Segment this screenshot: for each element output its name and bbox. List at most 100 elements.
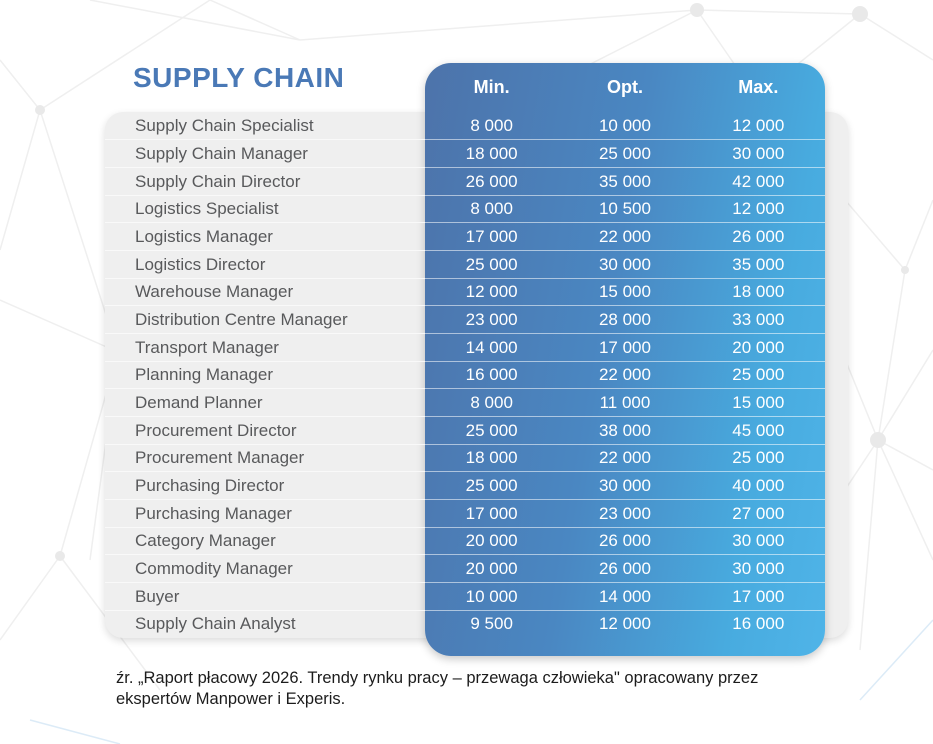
opt-value-cell: 25 000 (558, 139, 692, 168)
job-title-cell: Distribution Centre Manager (105, 305, 425, 334)
max-value-cell: 30 000 (691, 526, 825, 556)
min-value-cell: 9 500 (425, 609, 559, 639)
opt-value-cell: 10 500 (558, 194, 692, 224)
job-title-cell: Commodity Manager (105, 554, 425, 583)
opt-value-cell: 26 000 (558, 526, 692, 556)
job-title-cell: Transport Manager (105, 332, 425, 362)
max-value-cell: 20 000 (691, 332, 825, 362)
column-header-min: Min. (473, 77, 510, 97)
max-value-cell: 26 000 (691, 222, 825, 251)
max-value-cell: 25 000 (691, 360, 825, 390)
min-value-cell: 12 000 (425, 277, 559, 307)
table-row: Supply Chain Manager 18 000 25 000 30 00… (105, 139, 825, 168)
max-value-cell: 18 000 (691, 277, 825, 307)
job-title-cell: Logistics Specialist (105, 194, 425, 224)
min-value-cell: 25 000 (425, 249, 559, 279)
opt-value-cell: 14 000 (558, 581, 692, 611)
opt-value-cell: 30 000 (558, 471, 692, 500)
column-header-max: Max. (738, 77, 779, 97)
min-value-cell: 17 000 (425, 222, 559, 251)
job-title-cell: Warehouse Manager (105, 277, 425, 307)
max-value-cell: 35 000 (691, 249, 825, 279)
source-footnote-line2: ekspertów Manpower i Experis. (116, 689, 346, 708)
opt-value-cell: 26 000 (558, 554, 692, 583)
opt-value-cell: 22 000 (558, 443, 692, 473)
max-value-cell: 25 000 (691, 443, 825, 473)
source-footnote-line1: źr. „Raport płacowy 2026. Trendy rynku p… (116, 669, 759, 687)
min-value-cell: 20 000 (425, 526, 559, 556)
job-title-cell: Demand Planner (105, 388, 425, 417)
job-title-cell: Supply Chain Analyst (105, 609, 425, 639)
opt-value-cell: 15 000 (558, 277, 692, 307)
job-title-cell: Procurement Director (105, 415, 425, 445)
max-value-cell: 33 000 (691, 305, 825, 334)
column-header-opt: Opt. (606, 77, 643, 97)
min-value-cell: 14 000 (425, 332, 559, 362)
min-value-cell: 25 000 (425, 415, 559, 445)
opt-value-cell: 11 000 (558, 388, 692, 417)
max-value-cell: 17 000 (691, 581, 825, 611)
table-row: Buyer 10 000 14 000 17 000 (105, 581, 825, 611)
opt-value-cell: 23 000 (558, 498, 692, 528)
min-value-cell: 25 000 (425, 471, 559, 500)
min-value-cell: 23 000 (425, 305, 559, 334)
job-title-cell: Supply Chain Specialist (135, 115, 314, 135)
table-row: Warehouse Manager 12 000 15 000 18 000 (105, 277, 825, 307)
min-value-cell: 20 000 (425, 554, 559, 583)
max-value-cell: 42 000 (691, 166, 825, 196)
opt-value-cell: 10 000 (598, 115, 651, 135)
min-value-cell: 8 000 (425, 194, 559, 224)
opt-value-cell: 30 000 (558, 249, 692, 279)
opt-value-cell: 22 000 (558, 360, 692, 390)
page-title: SUPPLY CHAIN (133, 62, 345, 93)
column-headers: Min. Opt. Max. (425, 63, 825, 112)
min-value-cell: 10 000 (425, 581, 559, 611)
source-footnote: źr. „Raport płacowy 2026. Trendy rynku p… (116, 668, 876, 709)
opt-value-cell: 22 000 (558, 222, 692, 251)
opt-value-cell: 35 000 (558, 166, 692, 196)
job-title-cell: Category Manager (105, 526, 425, 556)
job-title-cell: Logistics Manager (105, 222, 425, 251)
min-value-cell: 18 000 (425, 139, 559, 168)
table-row: Procurement Director 25 000 38 000 45 00… (105, 415, 825, 445)
table-row: Transport Manager 14 000 17 000 20 000 (105, 332, 825, 362)
job-title-cell: Purchasing Director (105, 471, 425, 500)
table-row: Supply Chain Specialist 8 000 10 000 12 … (105, 112, 825, 140)
table-row: Logistics Specialist 8 000 10 500 12 000 (105, 194, 825, 224)
min-value-cell: 8 000 (425, 388, 559, 417)
table-row: Distribution Centre Manager 23 000 28 00… (105, 305, 825, 334)
job-title-cell: Planning Manager (105, 360, 425, 390)
max-value-cell: 40 000 (691, 471, 825, 500)
min-value-cell: 26 000 (425, 166, 559, 196)
table-row: Purchasing Manager 17 000 23 000 27 000 (105, 498, 825, 528)
table-row: Procurement Manager 18 000 22 000 25 000 (105, 443, 825, 473)
max-value-cell: 27 000 (691, 498, 825, 528)
max-value-cell: 12 000 (691, 194, 825, 224)
min-value-cell: 8 000 (470, 115, 513, 135)
job-title-cell: Supply Chain Director (105, 166, 425, 196)
salary-table: Supply Chain Specialist 8 000 10 000 12 … (105, 112, 825, 638)
table-row: Planning Manager 16 000 22 000 25 000 (105, 360, 825, 390)
table-row: Demand Planner 8 000 11 000 15 000 (105, 388, 825, 417)
table-row: Supply Chain Analyst 9 500 12 000 16 000 (105, 609, 825, 639)
table-row: Category Manager 20 000 26 000 30 000 (105, 526, 825, 556)
min-value-cell: 17 000 (425, 498, 559, 528)
max-value-cell: 30 000 (691, 139, 825, 168)
job-title-cell: Supply Chain Manager (105, 139, 425, 168)
opt-value-cell: 17 000 (558, 332, 692, 362)
max-value-cell: 45 000 (691, 415, 825, 445)
job-title-cell: Procurement Manager (105, 443, 425, 473)
salary-values-panel (425, 63, 825, 656)
min-value-cell: 18 000 (425, 443, 559, 473)
table-row: Logistics Manager 17 000 22 000 26 000 (105, 222, 825, 251)
job-title-cell: Purchasing Manager (105, 498, 425, 528)
max-value-cell: 15 000 (691, 388, 825, 417)
max-value-cell: 16 000 (691, 609, 825, 639)
max-value-cell: 30 000 (691, 554, 825, 583)
table-row: Logistics Director 25 000 30 000 35 000 (105, 249, 825, 279)
max-value-cell: 12 000 (732, 115, 785, 135)
table-row: Supply Chain Director 26 000 35 000 42 0… (105, 166, 825, 196)
min-value-cell: 16 000 (425, 360, 559, 390)
table-row: Commodity Manager 20 000 26 000 30 000 (105, 554, 825, 583)
